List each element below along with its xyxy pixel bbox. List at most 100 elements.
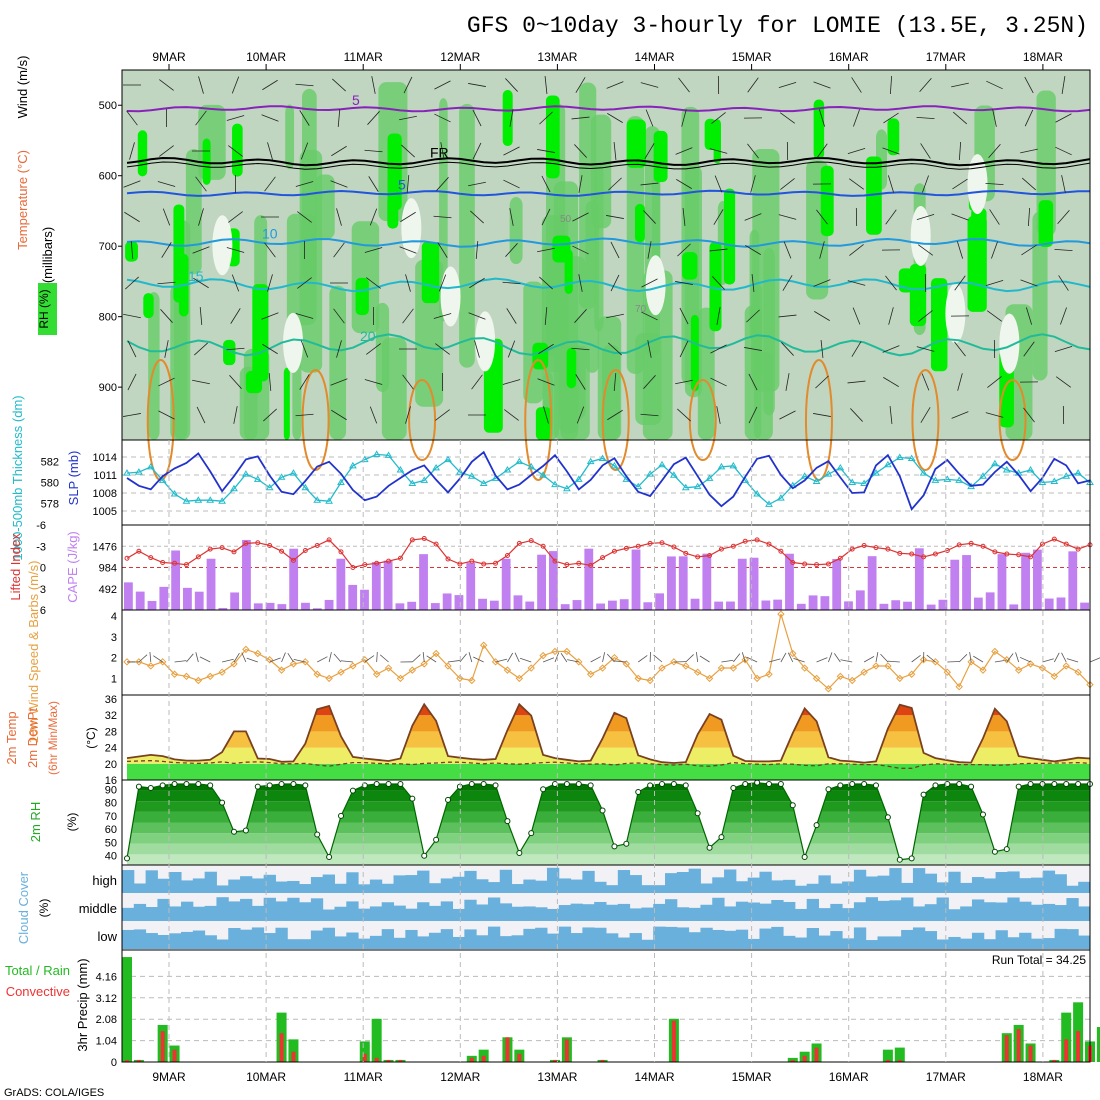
wind-barb [885,275,897,291]
temp-tick-label: 24 [105,743,117,755]
wind-barb [400,211,416,223]
cape-bar [253,603,263,610]
wind-barb [130,240,134,260]
cloud-cell-high [924,873,938,893]
wind-barb [468,312,486,320]
cloud-cell-middle [665,899,678,921]
thickness-point [372,450,381,457]
cloud-cell-high [1030,877,1044,893]
wind-barb [1024,109,1034,127]
wind-barb [226,247,245,253]
wind-speed-point [919,656,928,664]
cape-bar [265,602,275,610]
wind-barb [369,208,378,226]
rh-point [254,783,261,790]
wind-barb [126,110,138,126]
thickness-point [1002,466,1011,473]
thickness-point [325,497,333,504]
precip-convective-bar [1076,1031,1081,1062]
cape-bar [336,558,346,610]
wind-barb [297,277,312,289]
warm-contour [524,359,553,481]
cloud-cell-middle [594,901,607,921]
cloud-cell-middle [440,901,454,921]
cloud-cell-high [1042,870,1056,893]
cloud-cell-low [629,933,642,949]
wind-barb [264,176,276,192]
thickness-point [563,484,571,492]
slp-tick-label: 1005 [93,506,117,518]
cloud-cell-low [594,927,607,949]
cloud-cell-low [842,938,855,949]
rh-line [126,782,1090,861]
wind-barb [574,309,587,323]
wind-barb [160,309,173,323]
wind-barb [366,277,381,289]
cape-bar [1032,549,1042,610]
wind-speed-point [301,658,310,666]
wind-barb [472,109,482,127]
lifted-index-point [849,546,855,552]
rh-point [385,780,392,787]
cloud-cell-low [1042,938,1056,949]
thickness-point [1062,472,1071,479]
wind-barb [613,142,617,160]
wind-barb-10m [685,654,694,663]
rh-core [532,342,549,370]
temp-tick-label: 32 [105,710,117,722]
wind-barb [572,245,589,255]
wind-barb [226,347,245,351]
thickness-point [955,476,964,483]
precip-convective-bar [553,1059,557,1062]
lifted-index-point [207,546,213,552]
date-label-top: 13MAR [537,50,577,64]
precip-tick-label: 4.16 [96,971,117,983]
wind-barb [192,246,210,254]
date-label-top: 12MAR [440,50,480,64]
cloud-cell-low [1078,935,1091,949]
ylabel-celsius: (°C) [84,727,98,748]
cloud-cell-high [145,870,158,893]
rh-band [750,283,763,381]
thickness-point [384,451,393,458]
cape-bar [678,556,688,610]
cloud-cell-high [818,875,831,893]
wind-tick-label: 4 [111,611,117,623]
cloud-cell-high [204,871,217,893]
wind-speed-point [979,666,987,674]
wind-barb [610,274,620,292]
wind-barb-10m [412,654,421,663]
thickness-point [729,461,738,469]
cloud-cell-low [771,926,784,949]
warm-contour [601,369,630,471]
rh-point [147,784,154,791]
cloud-cell-low [228,928,241,949]
wind-barb [610,241,620,259]
thickness-point [610,461,619,469]
wind-barb [716,307,721,325]
rh-point [1063,780,1070,787]
temp-band [127,763,1090,780]
lifted-index-point [338,549,344,555]
rh-band [523,281,544,404]
cloud-cell-low [995,930,1008,949]
lifted-index-point [290,557,296,563]
date-label-bottom: 12MAR [440,1070,480,1084]
wind-barb [336,208,342,226]
cloud-cell-low [688,932,701,949]
wind-speed-point [135,658,143,666]
cloud-cell-low [853,927,867,949]
wind-barb [1027,207,1031,227]
precip-convective-bar [885,1059,890,1062]
cloud-cell-low [582,927,595,949]
cloud-cell-high [936,882,949,893]
wind-barb [198,76,204,94]
rh-core [690,314,699,392]
wind-speed-point [872,662,880,670]
cloud-cell-middle [653,903,666,921]
wind-speed-point [206,672,214,681]
rh-point [730,784,737,791]
wind-speed-point [349,662,357,670]
wind-barb [780,178,795,190]
slp-tick-label: 1008 [93,488,117,500]
